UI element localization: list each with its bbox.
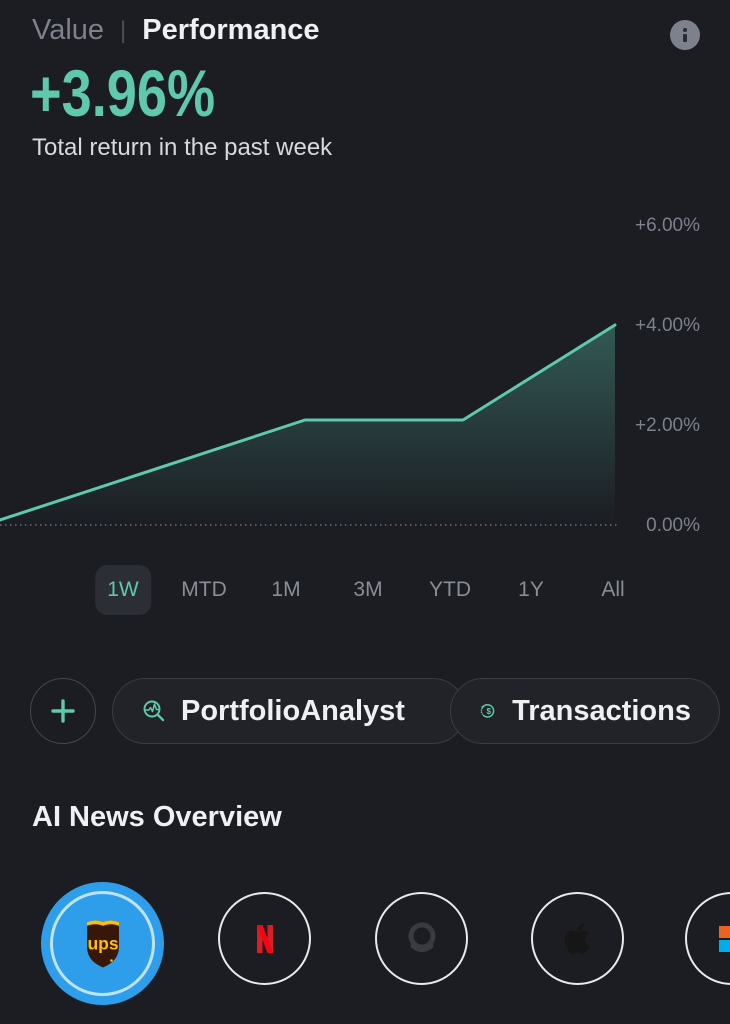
svg-text:ups: ups — [87, 933, 118, 953]
svg-text:$: $ — [487, 707, 492, 716]
